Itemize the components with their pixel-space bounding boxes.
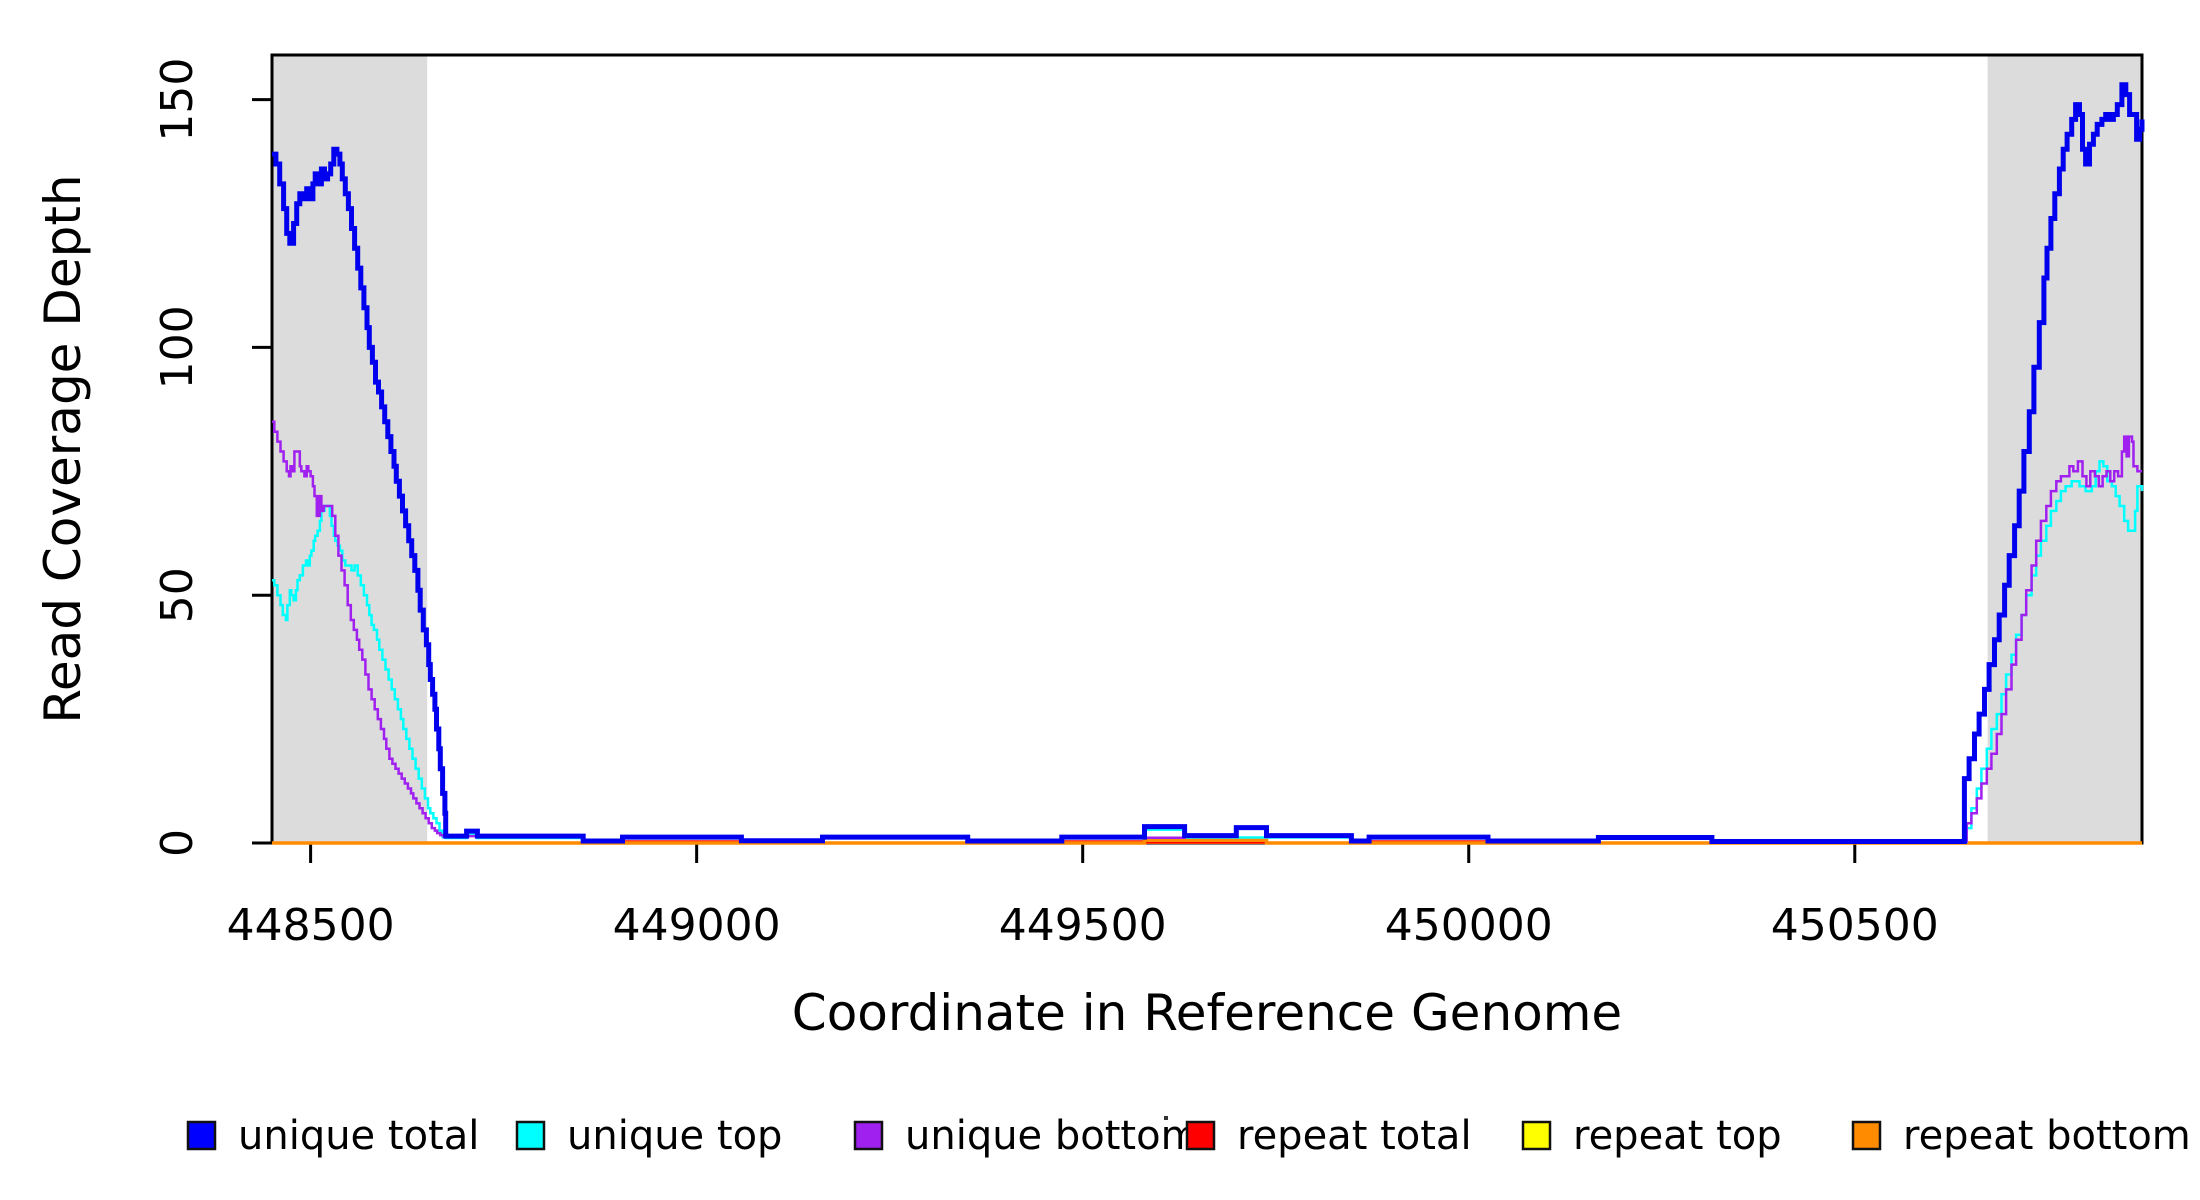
plot-box [270,53,2144,845]
legend-item-unique-top: unique top [515,1113,782,1159]
x-axis-title: Coordinate in Reference Genome [792,984,1622,1042]
legend-label: repeat bottom [1903,1113,2191,1159]
legend-swatch-repeat-total [1185,1120,1216,1151]
legend-swatch-unique-top [515,1120,546,1151]
legend-swatch-repeat-bottom [1851,1120,1882,1151]
shaded-regions [272,56,2142,842]
legend-swatch-repeat-top [1521,1120,1552,1151]
legend-swatch-unique-bottom [853,1120,884,1151]
legend-label: unique top [567,1113,782,1159]
legend-label: unique bottom [905,1113,1200,1159]
legend-item-unique-total: unique total [186,1113,479,1159]
axes: 448500 449000 449500 450000 450500 0 50 100 150 [152,58,1939,951]
y-axis-title: Read Coverage Depth [34,174,92,723]
y-tick-label: 0 [152,829,203,857]
series-lines [272,82,2145,845]
x-tick-label: 449000 [613,900,781,951]
series-unique-bottom-line [272,420,2142,843]
legend-label: repeat total [1237,1113,1472,1159]
shaded-band-right-repeat-flank [1987,56,2142,842]
legend: unique total unique top unique bottom repea… [186,1113,2191,1159]
legend-item-repeat-total: repeat total [1185,1113,1472,1159]
legend-label: unique total [238,1113,479,1159]
series-unique-total-line [272,82,2145,844]
y-tick-label: 50 [152,567,203,623]
series-unique-top-line [272,460,2144,844]
legend-swatch-unique-total [186,1120,217,1151]
x-tick-label: 449500 [999,900,1167,951]
legend-item-repeat-top: repeat top [1521,1113,1782,1159]
legend-label: repeat top [1573,1113,1782,1159]
x-tick-label: 448500 [227,900,395,951]
x-tick-label: 450500 [1771,900,1939,951]
x-tick-label: 450000 [1385,900,1553,951]
legend-item-repeat-bottom: repeat bottom [1851,1113,2191,1159]
y-tick-label: 100 [152,305,203,389]
legend-item-unique-bottom: unique bottom [853,1113,1200,1159]
stray-dot [1164,1116,1168,1120]
y-tick-label: 150 [152,58,203,142]
